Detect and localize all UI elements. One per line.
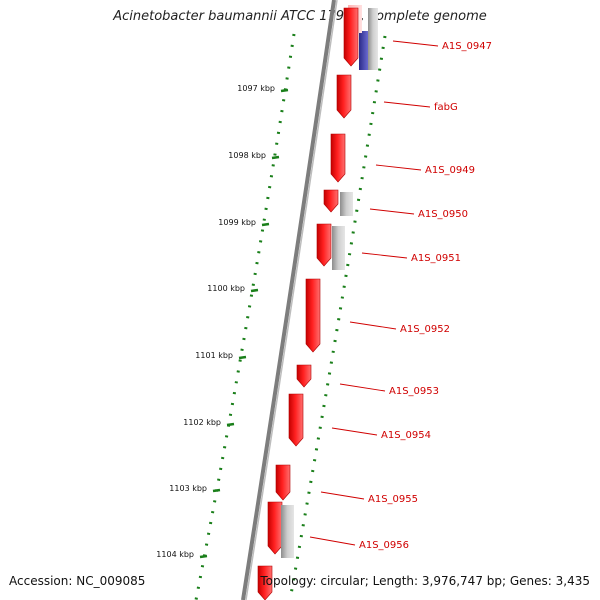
gene-label[interactable]: A1S_0947 bbox=[442, 41, 492, 52]
ruler-tick bbox=[226, 422, 235, 427]
grey-feature bbox=[332, 226, 345, 270]
blue-feature bbox=[359, 31, 368, 70]
accession-text: Accession: NC_009085 bbox=[9, 574, 146, 588]
topology-text: Topology: circular; Length: 3,976,747 bp… bbox=[260, 574, 590, 588]
gene-arrow[interactable] bbox=[343, 7, 359, 67]
ruler-tick-label: 1102 kbp bbox=[183, 418, 221, 427]
gene-leader-line bbox=[339, 383, 386, 392]
ruler-tick-label: 1104 kbp bbox=[156, 550, 194, 559]
ruler-tick bbox=[261, 222, 270, 227]
gene-label[interactable]: A1S_0949 bbox=[425, 165, 475, 176]
gene-label[interactable]: A1S_0954 bbox=[381, 430, 431, 441]
gene-arrow[interactable] bbox=[296, 364, 312, 388]
gene-leader-line bbox=[349, 321, 397, 330]
gene-label[interactable]: A1S_0950 bbox=[418, 209, 468, 220]
gene-leader-line bbox=[309, 536, 356, 546]
gene-label[interactable]: fabG bbox=[434, 102, 458, 113]
gene-arrow[interactable] bbox=[316, 223, 332, 267]
gene-arrow[interactable] bbox=[336, 74, 352, 119]
ruler-tick bbox=[199, 554, 208, 559]
gene-leader-line bbox=[320, 491, 365, 500]
genome-backbone-highlight bbox=[245, 0, 338, 600]
grey-feature bbox=[281, 505, 294, 558]
ruler-dotted-line bbox=[194, 33, 296, 600]
ruler-tick bbox=[280, 88, 289, 93]
ruler-tick bbox=[250, 288, 259, 293]
ruler-tick bbox=[212, 488, 221, 493]
gene-label[interactable]: A1S_0952 bbox=[400, 324, 450, 335]
ruler-tick-label: 1098 kbp bbox=[228, 151, 266, 160]
ruler-tick-label: 1103 kbp bbox=[169, 484, 207, 493]
gene-arrow[interactable] bbox=[275, 464, 291, 501]
gene-arrow[interactable] bbox=[305, 278, 321, 353]
gene-arrow[interactable] bbox=[257, 565, 273, 600]
gene-leader-line bbox=[331, 427, 378, 436]
gene-leader-line bbox=[383, 101, 431, 108]
gene-label[interactable]: A1S_0956 bbox=[359, 540, 409, 551]
gene-leader-line bbox=[361, 252, 408, 259]
map-title: Acinetobacter baumannii ATCC 17978, comp… bbox=[113, 9, 487, 24]
ruler-tick-label: 1097 kbp bbox=[237, 84, 275, 93]
ruler-tick-label: 1100 kbp bbox=[207, 284, 245, 293]
gene-label[interactable]: A1S_0955 bbox=[368, 494, 418, 505]
gene-arrow[interactable] bbox=[288, 393, 304, 447]
gene-label[interactable]: A1S_0951 bbox=[411, 253, 461, 264]
grey-feature bbox=[340, 192, 353, 216]
gene-arrow[interactable] bbox=[323, 189, 339, 213]
genome-backbone bbox=[241, 0, 336, 600]
track-dotted-line bbox=[288, 35, 387, 600]
gene-label[interactable]: A1S_0953 bbox=[389, 386, 439, 397]
ruler-tick bbox=[271, 155, 280, 160]
ruler-tick-label: 1101 kbp bbox=[195, 351, 233, 360]
pale-feature bbox=[368, 8, 378, 70]
gene-leader-line bbox=[375, 164, 422, 171]
gene-leader-line bbox=[369, 208, 415, 215]
ruler-tick bbox=[238, 355, 247, 360]
gene-leader-line bbox=[392, 40, 439, 47]
gene-arrow[interactable] bbox=[330, 133, 346, 183]
ruler-tick-label: 1099 kbp bbox=[218, 218, 256, 227]
gene-arrow[interactable] bbox=[267, 501, 283, 555]
